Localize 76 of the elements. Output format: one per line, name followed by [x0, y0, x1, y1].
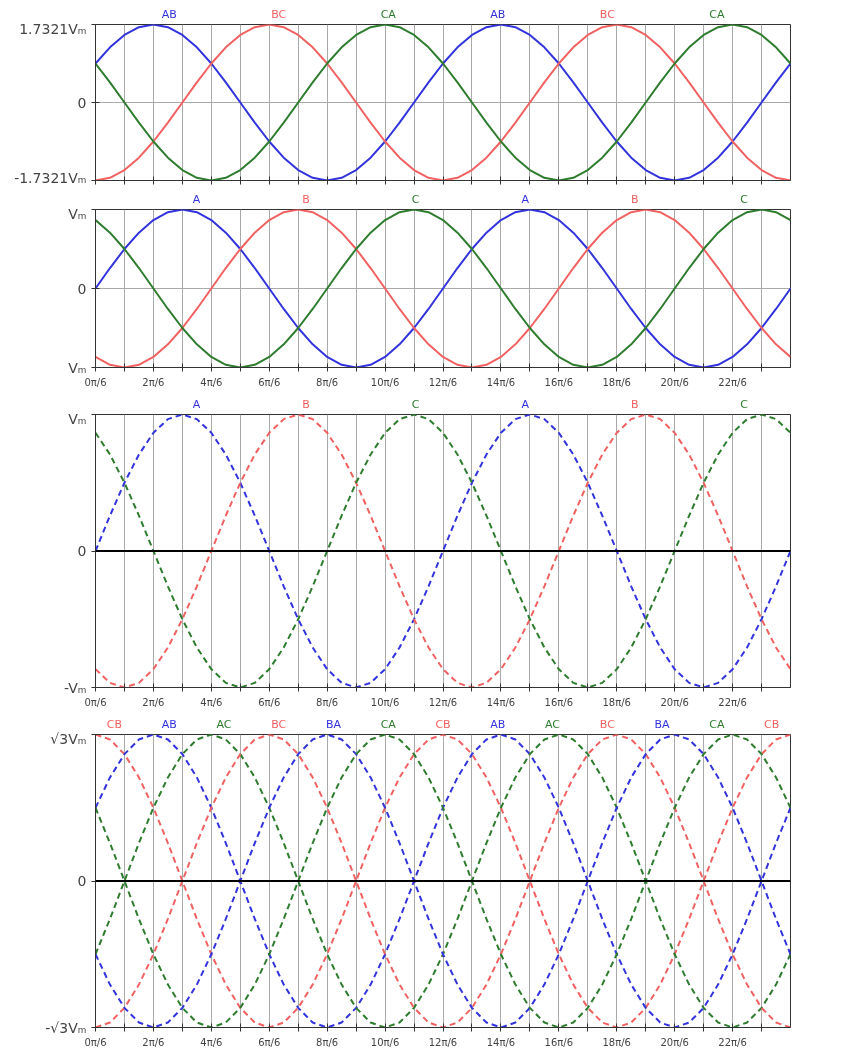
text: Vₘ: [68, 410, 87, 427]
x-tick-label: 14π/6: [486, 376, 516, 388]
y-tick-label: 0: [77, 94, 87, 111]
x-tick-label: 6π/6: [258, 696, 281, 708]
x-tick-label: 10π/6: [370, 696, 400, 708]
x-tick-label: 2π/6: [142, 1036, 165, 1048]
annotation: AB: [490, 7, 506, 21]
text: Vₘ: [68, 205, 87, 222]
annotation: CB: [106, 717, 123, 731]
x-tick-label: 18π/6: [602, 376, 631, 388]
x-tick-label: 14π/6: [486, 1036, 516, 1048]
x-tick-label: 8π/6: [316, 376, 339, 388]
x-tick-label: 10π/6: [370, 376, 400, 388]
text: Vₘ: [68, 359, 87, 376]
annotation: C: [740, 397, 749, 411]
annotation: BC: [599, 717, 616, 731]
annotation: AC: [216, 717, 232, 731]
text: √3Vₘ: [50, 730, 87, 747]
annotation: C: [411, 397, 420, 411]
x-tick-label: 16π/6: [544, 376, 574, 388]
text: -√3Vₘ: [45, 1019, 87, 1036]
x-tick-label: 14π/6: [486, 696, 516, 708]
annotation: A: [192, 192, 201, 206]
annotation: A: [521, 397, 530, 411]
annotation: B: [302, 192, 310, 206]
annotation: CB: [435, 717, 451, 731]
annotation: A: [521, 192, 530, 206]
annotation: BC: [271, 7, 287, 21]
y-tick-label: 1.7321Vₘ: [19, 20, 87, 37]
x-tick-label: 0π/6: [84, 696, 107, 708]
x-tick-label: 4π/6: [200, 696, 223, 708]
x-tick-label: 6π/6: [258, 1036, 281, 1048]
x-tick-label: 6π/6: [258, 376, 281, 388]
x-tick-label: 18π/6: [602, 696, 631, 708]
annotation: C: [740, 192, 749, 206]
annotation: A: [192, 397, 201, 411]
annotation: BC: [599, 7, 616, 21]
x-tick-label: 2π/6: [142, 376, 165, 388]
annotation: AC: [545, 717, 561, 731]
x-tick-label: 0π/6: [84, 1036, 107, 1048]
annotation: B: [630, 397, 639, 411]
annotation: B: [302, 397, 310, 411]
text: -Vₘ: [63, 679, 87, 696]
annotation: CA: [380, 717, 397, 731]
x-tick-label: 2π/6: [142, 696, 165, 708]
x-tick-label: 4π/6: [200, 376, 223, 388]
annotation: B: [630, 192, 639, 206]
x-tick-label: 16π/6: [544, 1036, 574, 1048]
x-tick-label: 18π/6: [602, 1036, 631, 1048]
annotation: AB: [161, 7, 177, 21]
x-tick-label: 8π/6: [316, 1036, 339, 1048]
y-tick-label: -1.7321Vₘ: [14, 169, 87, 186]
annotation: BA: [654, 717, 671, 731]
x-tick-label: 4π/6: [200, 1036, 223, 1048]
x-tick-label: 12π/6: [428, 696, 458, 708]
annotation: CA: [380, 7, 397, 21]
x-tick-label: 20π/6: [660, 376, 689, 388]
annotation: AB: [490, 717, 506, 731]
annotation: BA: [325, 717, 342, 731]
x-tick-label: 22π/6: [718, 696, 747, 708]
x-tick-label: 8π/6: [316, 696, 339, 708]
annotation: CA: [709, 7, 725, 21]
x-tick-label: 22π/6: [718, 376, 747, 388]
annotation: CA: [709, 717, 725, 731]
x-tick-label: 12π/6: [428, 1036, 458, 1048]
annotation: CB: [763, 717, 780, 731]
x-tick-label: 10π/6: [370, 1036, 400, 1048]
x-tick-label: 20π/6: [660, 696, 689, 708]
x-tick-label: 0π/6: [84, 376, 107, 388]
annotation: AB: [161, 717, 177, 731]
x-tick-label: 20π/6: [660, 1036, 689, 1048]
x-tick-label: 22π/6: [718, 1036, 747, 1048]
annotation: C: [411, 192, 420, 206]
x-tick-label: 16π/6: [544, 696, 574, 708]
x-tick-label: 12π/6: [428, 376, 458, 388]
annotation: BC: [271, 717, 287, 731]
